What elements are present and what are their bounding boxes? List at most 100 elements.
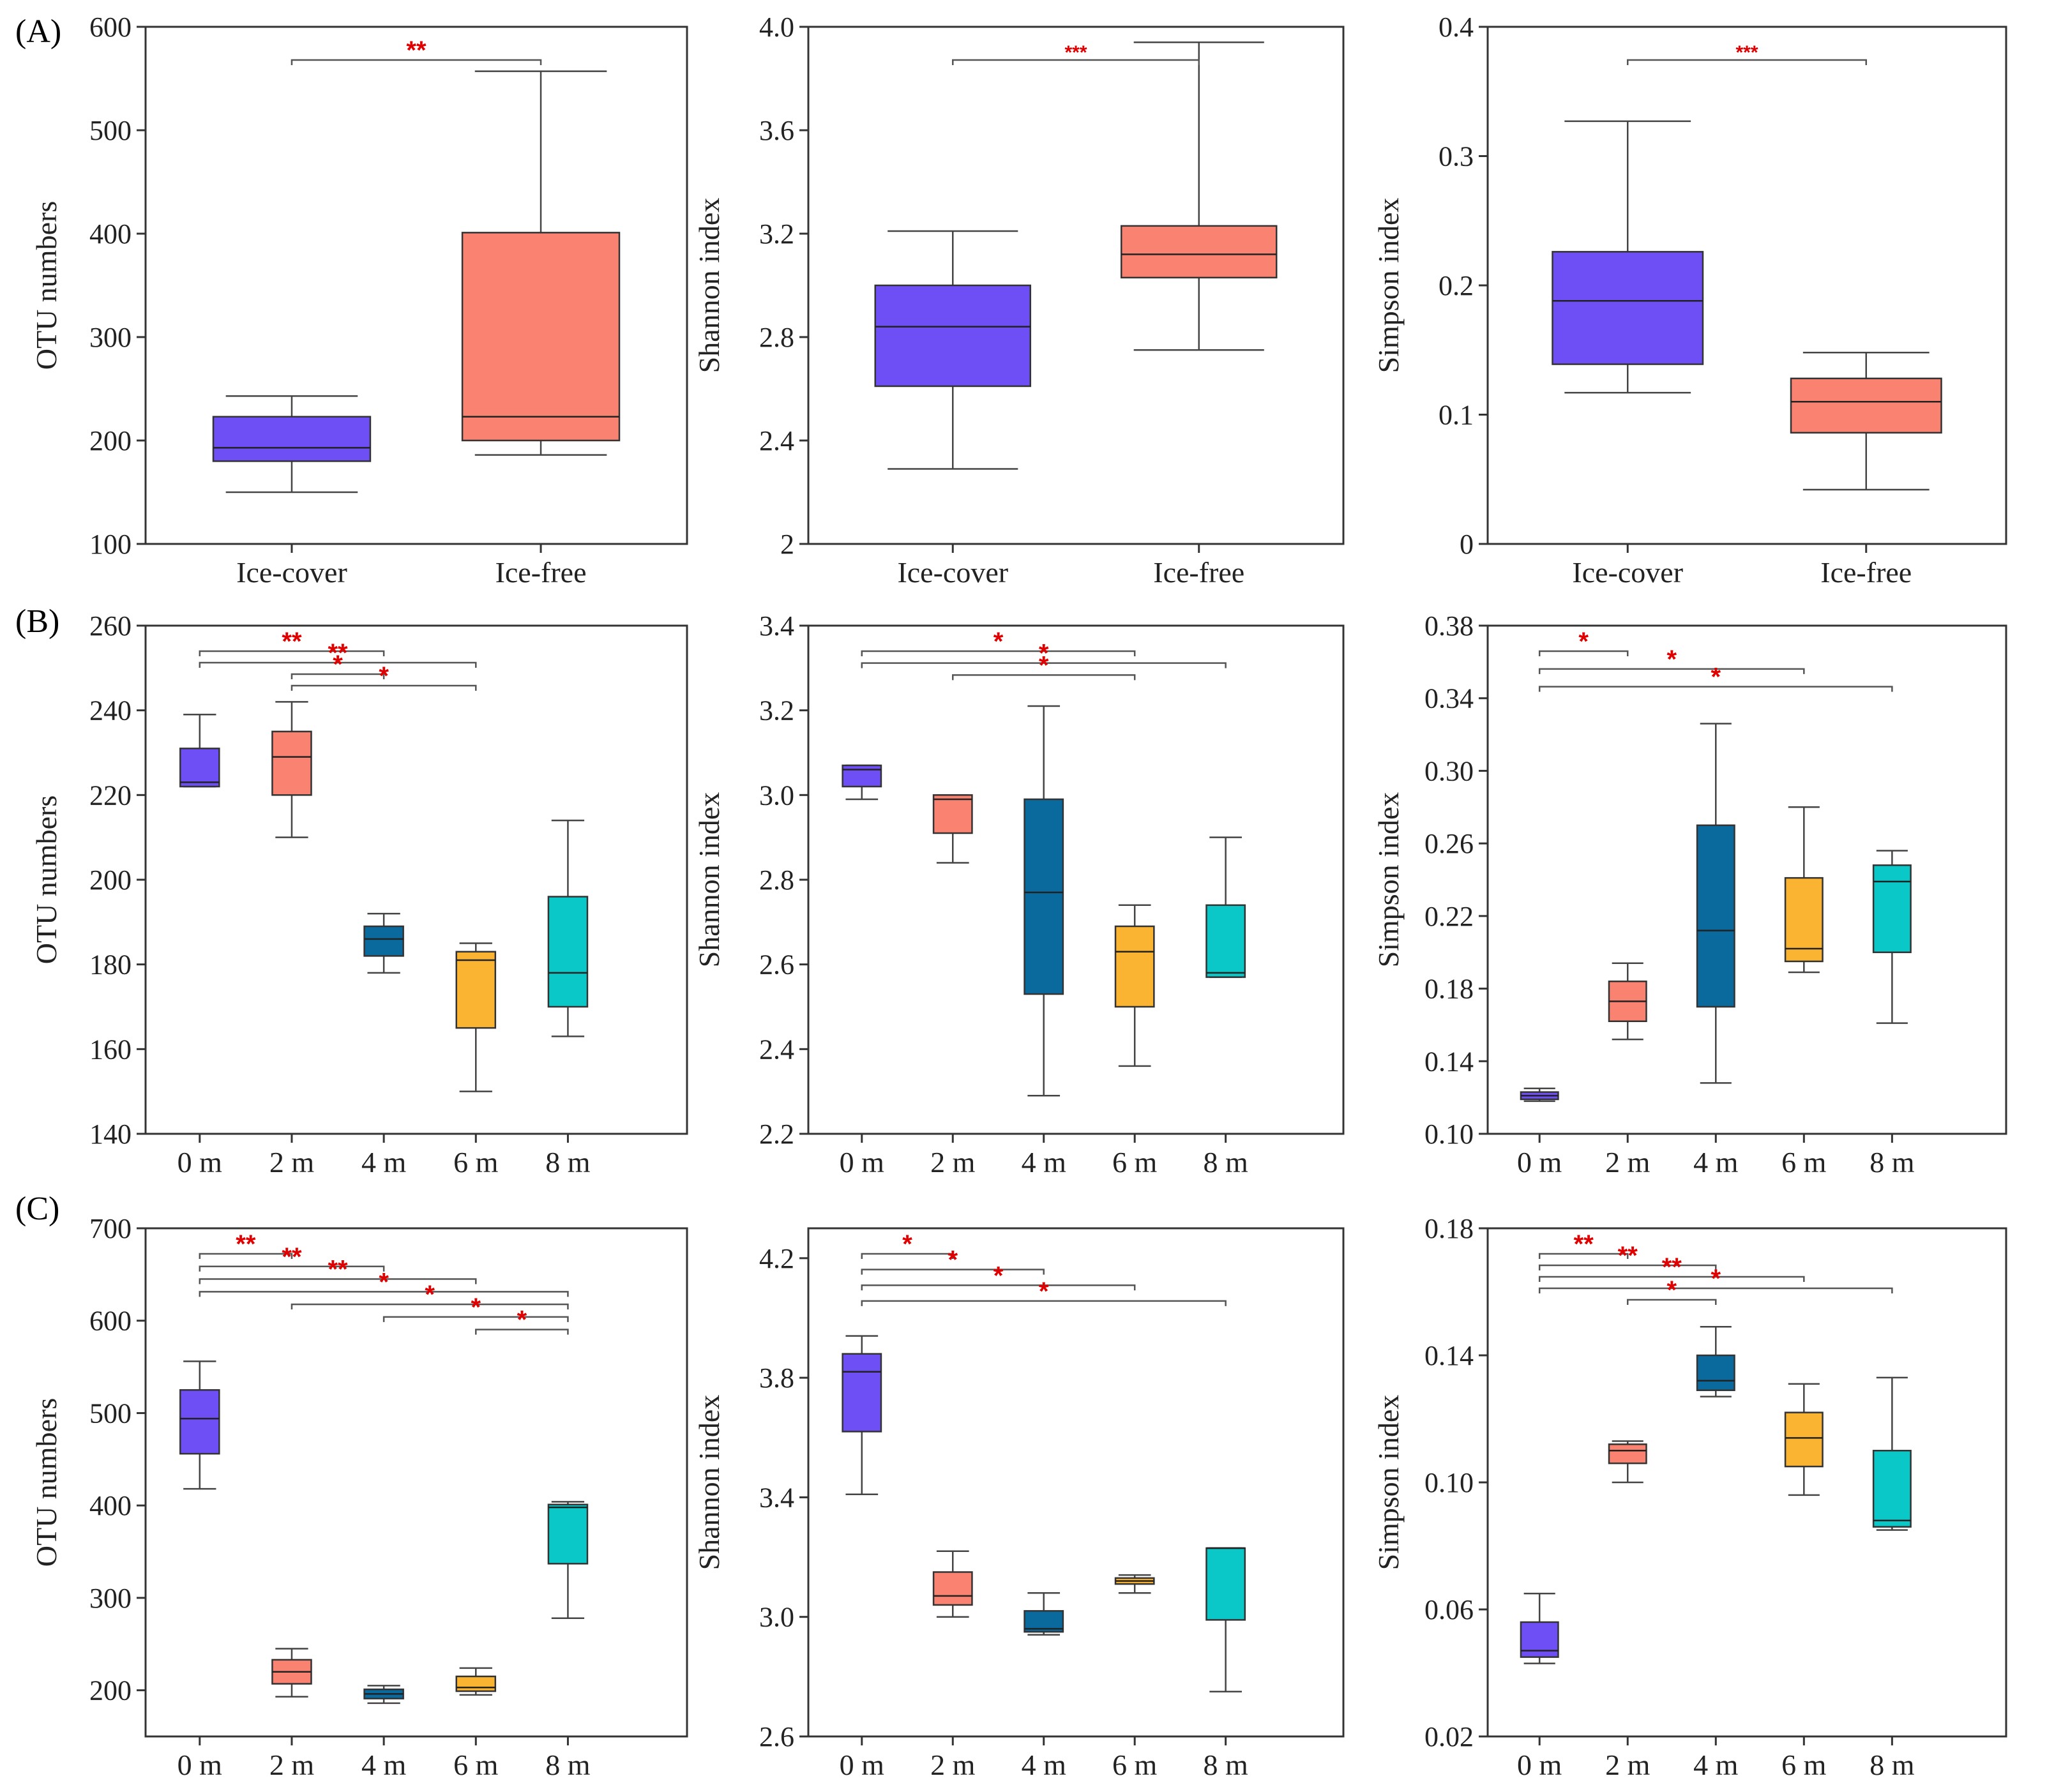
x-category-label: 6 m [453, 1146, 499, 1178]
y-tick-label: 260 [89, 610, 132, 642]
box-ice-free [461, 70, 621, 456]
bracket-line [1538, 686, 1893, 692]
significance-bracket: * [291, 662, 477, 691]
y-tick-label: 4.0 [759, 11, 794, 43]
box-2-m [932, 1550, 973, 1618]
y-tick-label: 0.4 [1439, 11, 1474, 43]
x-category-label: 2 m [269, 1146, 315, 1178]
significance-bracket: ** [199, 628, 385, 656]
significance-label: * [379, 662, 389, 690]
box-iqr [1608, 1443, 1647, 1464]
x-category-label: 0 m [1517, 1146, 1562, 1178]
y-tick-label: 2 [780, 529, 794, 560]
chart-5: 0.10 0.14 0.18 0.22 0.26 0.30 0.34 0.38 Simpson … [1372, 610, 2007, 1178]
significance-bracket: ** [1538, 1230, 1629, 1259]
box-0-m [179, 1360, 220, 1490]
bracket-line [1538, 668, 1805, 674]
box-8-m [1205, 1547, 1246, 1693]
significance-label: * [902, 1230, 912, 1258]
x-category-label: 4 m [1022, 1146, 1067, 1178]
y-axis-title: OTU numbers [30, 1398, 63, 1567]
box-2-m [271, 1648, 312, 1698]
y-tick-label: 0.3 [1439, 141, 1474, 172]
box-6-m [455, 942, 497, 1092]
y-tick-label: 0.34 [1424, 683, 1474, 714]
box-iqr [1784, 877, 1824, 963]
box-iqr [842, 1353, 882, 1433]
significance-label: ** [1662, 1253, 1682, 1281]
significance-label: ** [328, 1256, 348, 1284]
significance-label: ** [406, 36, 427, 64]
charts-grid: 100 200 300 400 500 600 OTU numbers Ice-cover Ic… [30, 11, 2007, 1781]
box-ice-free [1790, 352, 1942, 491]
box-0-m [1520, 1087, 1559, 1103]
box-iqr [455, 951, 497, 1029]
y-tick-label: 400 [89, 218, 132, 250]
y-tick-label: 0.18 [1424, 1213, 1474, 1244]
significance-label: ** [282, 628, 302, 656]
bracket-line [952, 59, 1200, 65]
y-axis-title: Simpson index [1372, 792, 1405, 968]
chart-1: 2 2.4 2.8 3.2 3.6 4.0 Shannon index Ice-cover Ic… [693, 11, 1345, 589]
significance-bracket: * [291, 1281, 569, 1310]
plot-frame [144, 26, 688, 545]
significance-bracket: ** [199, 1243, 385, 1272]
y-tick-label: 180 [89, 949, 132, 981]
box-iqr [932, 1571, 973, 1606]
bracket-line [199, 1265, 385, 1272]
panel-label-c: (C) [15, 1191, 59, 1227]
y-tick-label: 240 [89, 695, 132, 727]
bracket-line [199, 1253, 293, 1259]
x-category-label: 6 m [453, 1749, 499, 1781]
box-iqr [179, 748, 220, 788]
x-category-label: 2 m [930, 1146, 976, 1178]
y-tick-label: 3.8 [759, 1362, 794, 1394]
box-ice-free [1120, 41, 1278, 351]
bracket-line [291, 1303, 569, 1310]
significance-bracket: ** [291, 36, 542, 65]
box-0-m [179, 714, 220, 788]
x-category-label: Ice-free [1153, 556, 1244, 589]
x-category-label: 8 m [1869, 1146, 1915, 1178]
x-category-label: 6 m [1781, 1146, 1827, 1178]
y-tick-label: 3.0 [759, 779, 794, 811]
significance-label: * [333, 651, 343, 679]
bracket-line [861, 662, 1227, 668]
box-iqr [1520, 1621, 1559, 1658]
significance-label: * [1039, 640, 1049, 668]
significance-bracket: * [861, 1246, 1045, 1275]
x-category-label: 2 m [930, 1749, 976, 1781]
significance-bracket: * [1538, 1265, 1893, 1293]
bracket-line [291, 673, 385, 679]
box-0-m [842, 764, 882, 801]
box-iqr [1790, 377, 1942, 434]
plot-frame [807, 624, 1345, 1135]
box-iqr [547, 1503, 589, 1565]
box-2-m [1608, 962, 1647, 1041]
y-tick-label: 500 [89, 1397, 132, 1429]
significance-bracket: * [861, 1230, 954, 1259]
significance-bracket: * [1538, 663, 1893, 692]
significance-bracket: * [952, 651, 1136, 681]
box-2-m [1608, 1440, 1647, 1484]
significance-bracket: * [861, 640, 1227, 668]
y-tick-label: 3.4 [759, 1482, 794, 1513]
box-iqr [212, 416, 372, 462]
box-iqr [1784, 1412, 1824, 1468]
box-4-m [1696, 723, 1735, 1084]
significance-label: * [425, 1281, 435, 1309]
y-axis-title: Shannon index [693, 792, 725, 968]
y-tick-label: 400 [89, 1490, 132, 1521]
significance-label: *** [1064, 42, 1087, 63]
bracket-line [1626, 1299, 1717, 1305]
y-tick-label: 600 [89, 11, 132, 43]
y-tick-label: 500 [89, 115, 132, 146]
box-iqr [1872, 1450, 1912, 1528]
significance-bracket: * [1538, 628, 1629, 656]
bracket-line [1538, 1287, 1893, 1293]
box-iqr [1120, 225, 1278, 279]
x-category-label: 2 m [269, 1749, 315, 1781]
box-iqr [1696, 1354, 1735, 1391]
y-tick-label: 0 [1460, 529, 1474, 560]
significance-label: * [471, 1293, 481, 1321]
